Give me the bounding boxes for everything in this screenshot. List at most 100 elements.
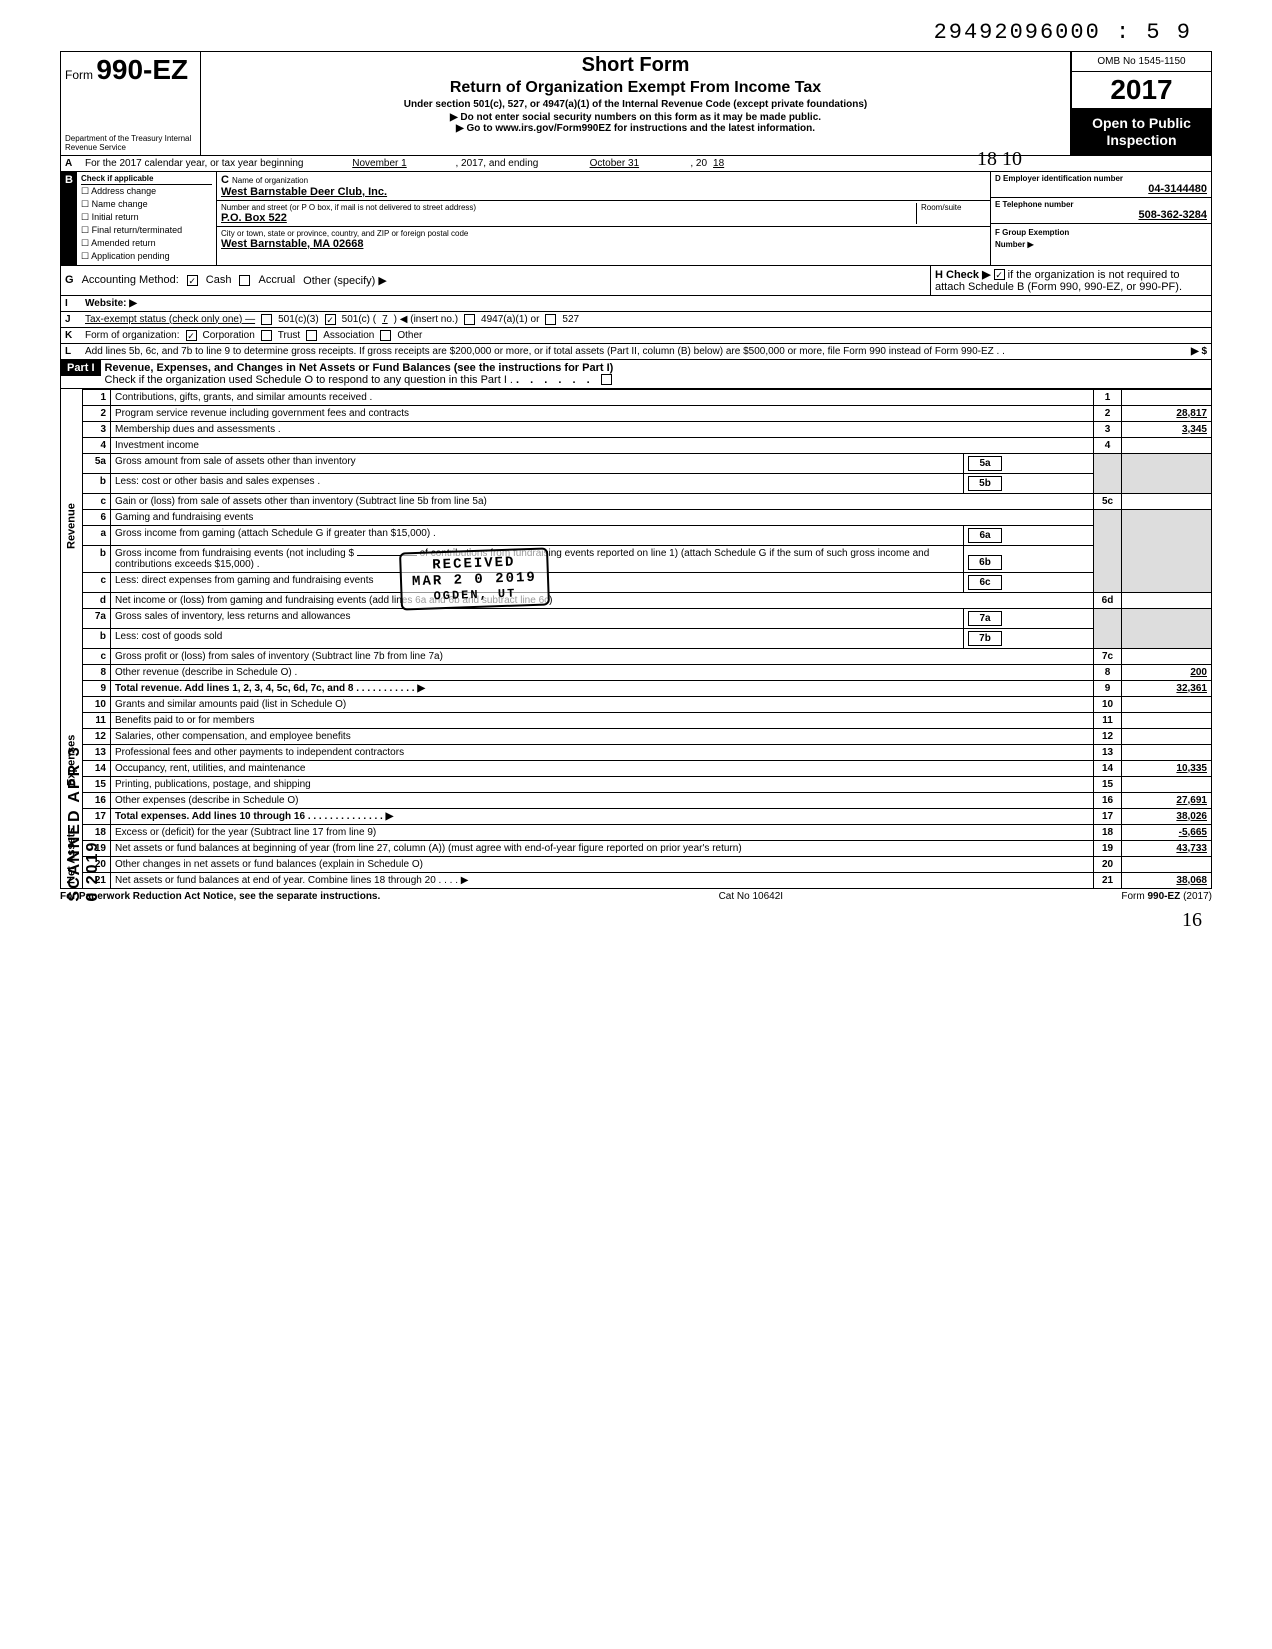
r6d-ln: 6d <box>1094 592 1122 608</box>
r5a-box: 5a <box>968 456 1002 471</box>
omb-number: OMB No 1545-1150 <box>1072 52 1211 72</box>
block-f-sub: Number ▶ <box>995 240 1034 249</box>
line-l-label: L <box>65 346 79 357</box>
r9-text: Total revenue. Add lines 1, 2, 3, 4, 5c,… <box>111 680 1094 696</box>
r9-ln: 9 <box>1094 680 1122 696</box>
check-527[interactable] <box>545 314 556 325</box>
check-501c[interactable] <box>325 314 336 325</box>
r2-num: 2 <box>83 405 111 421</box>
r16-text: Other expenses (describe in Schedule O) <box>111 792 1094 808</box>
check-application-pending[interactable]: Application pending <box>81 250 212 263</box>
r15-ln: 15 <box>1094 776 1122 792</box>
line-a-suffix: , 20 <box>690 158 707 169</box>
r4-text: Investment income <box>111 437 1094 453</box>
block-e-head: E Telephone number <box>995 200 1207 209</box>
r15-amt <box>1122 776 1212 792</box>
r11-ln: 11 <box>1094 712 1122 728</box>
r21-text: Net assets or fund balances at end of ye… <box>111 872 1094 888</box>
check-accrual[interactable] <box>239 275 250 286</box>
r7a-box: 7a <box>968 611 1002 626</box>
r2-text: Program service revenue including govern… <box>111 405 1094 421</box>
fy-end: October 31 <box>544 158 684 169</box>
document-id: 29492096000 : 5 9 <box>60 20 1212 45</box>
r7c-text: Gross profit or (loss) from sales of inv… <box>111 648 1094 664</box>
fy-begin: November 1 <box>309 158 449 169</box>
check-501c3[interactable] <box>261 314 272 325</box>
r2-ln: 2 <box>1094 405 1122 421</box>
r11-text: Benefits paid to or for members <box>111 712 1094 728</box>
r20-amt <box>1122 856 1212 872</box>
r7c-ln: 7c <box>1094 648 1122 664</box>
opt-501c-tail: ) ◀ (insert no.) <box>394 314 458 325</box>
check-address-change[interactable]: Address change <box>81 185 212 198</box>
line-h-text: H Check ▶ <box>935 269 991 281</box>
check-amended-return[interactable]: Amended return <box>81 237 212 250</box>
block-b-label: B <box>61 172 77 265</box>
r7b-text: Less: cost of goods sold <box>111 628 964 648</box>
check-cash[interactable] <box>187 275 198 286</box>
r3-amt: 3,345 <box>1122 421 1212 437</box>
opt-501c: 501(c) ( <box>342 314 376 325</box>
org-name: West Barnstable Deer Club, Inc. <box>221 186 387 198</box>
r20-text: Other changes in net assets or fund bala… <box>111 856 1094 872</box>
line-k: K Form of organization: Corporation Trus… <box>60 328 1212 344</box>
r13-text: Professional fees and other payments to … <box>111 744 1094 760</box>
open-public-badge: Open to Public Inspection <box>1072 109 1211 155</box>
r16-amt: 27,691 <box>1122 792 1212 808</box>
r4-ln: 4 <box>1094 437 1122 453</box>
city-head: City or town, state or province, country… <box>221 229 986 238</box>
handwriting-2: 16 <box>1182 909 1202 932</box>
r15-text: Printing, publications, postage, and shi… <box>111 776 1094 792</box>
r8-amt: 200 <box>1122 664 1212 680</box>
r6c-num: c <box>83 572 111 592</box>
r5c-amt <box>1122 493 1212 509</box>
check-corporation[interactable] <box>186 330 197 341</box>
accounting-other: Other (specify) ▶ <box>303 274 387 287</box>
r7b-box: 7b <box>968 631 1002 646</box>
line-a-label: A <box>65 158 79 169</box>
r7b-num: b <box>83 628 111 648</box>
r1-text: Contributions, gifts, grants, and simila… <box>111 389 1094 405</box>
r6-num: 6 <box>83 509 111 525</box>
title-line1: ▶ Do not enter social security numbers o… <box>205 112 1066 123</box>
r6d-text: Net income or (loss) from gaming and fun… <box>111 592 1094 608</box>
check-name-change[interactable]: Name change <box>81 198 212 211</box>
check-schedule-o-part1[interactable] <box>601 374 612 385</box>
part1-header: Part I Revenue, Expenses, and Changes in… <box>60 360 1212 389</box>
r9-num: 9 <box>83 680 111 696</box>
r5c-num: c <box>83 493 111 509</box>
check-schedule-b-not-required[interactable] <box>994 269 1005 280</box>
r14-amt: 10,335 <box>1122 760 1212 776</box>
check-4947[interactable] <box>464 314 475 325</box>
check-final-return[interactable]: Final return/terminated <box>81 224 212 237</box>
line-l: L Add lines 5b, 6c, and 7b to line 9 to … <box>60 344 1212 360</box>
r11-amt <box>1122 712 1212 728</box>
r10-amt <box>1122 696 1212 712</box>
line-j-label: J <box>65 314 79 325</box>
block-c-label: C <box>221 174 229 186</box>
check-association[interactable] <box>306 330 317 341</box>
check-other-org[interactable] <box>380 330 391 341</box>
r7a-text: Gross sales of inventory, less returns a… <box>111 608 964 628</box>
check-initial-return[interactable]: Initial return <box>81 211 212 224</box>
line-l-text: Add lines 5b, 6c, and 7b to line 9 to de… <box>85 346 1185 357</box>
check-trust[interactable] <box>261 330 272 341</box>
r3-num: 3 <box>83 421 111 437</box>
accounting-accrual: Accrual <box>258 274 295 286</box>
r7a-num: 7a <box>83 608 111 628</box>
block-b-head: Check if applicable <box>81 174 212 185</box>
r6c-box: 6c <box>968 575 1002 590</box>
scanned-stamp: SCANNED APR 3 0 2019 <box>66 740 102 902</box>
line-g-h: G Accounting Method: Cash Accrual Other … <box>60 266 1212 296</box>
accounting-cash: Cash <box>206 274 232 286</box>
r5c-ln: 5c <box>1094 493 1122 509</box>
r19-text: Net assets or fund balances at beginning… <box>111 840 1094 856</box>
block-c-head: Name of organization <box>232 176 308 185</box>
r21-amt: 38,068 <box>1122 872 1212 888</box>
form-header: Form 990-EZ Department of the Treasury I… <box>60 51 1212 156</box>
r7c-num: c <box>83 648 111 664</box>
r5a-text: Gross amount from sale of assets other t… <box>111 453 964 473</box>
r10-text: Grants and similar amounts paid (list in… <box>111 696 1094 712</box>
part1-check-text: Check if the organization used Schedule … <box>105 374 513 386</box>
fy-end-yy: 18 <box>713 158 724 169</box>
